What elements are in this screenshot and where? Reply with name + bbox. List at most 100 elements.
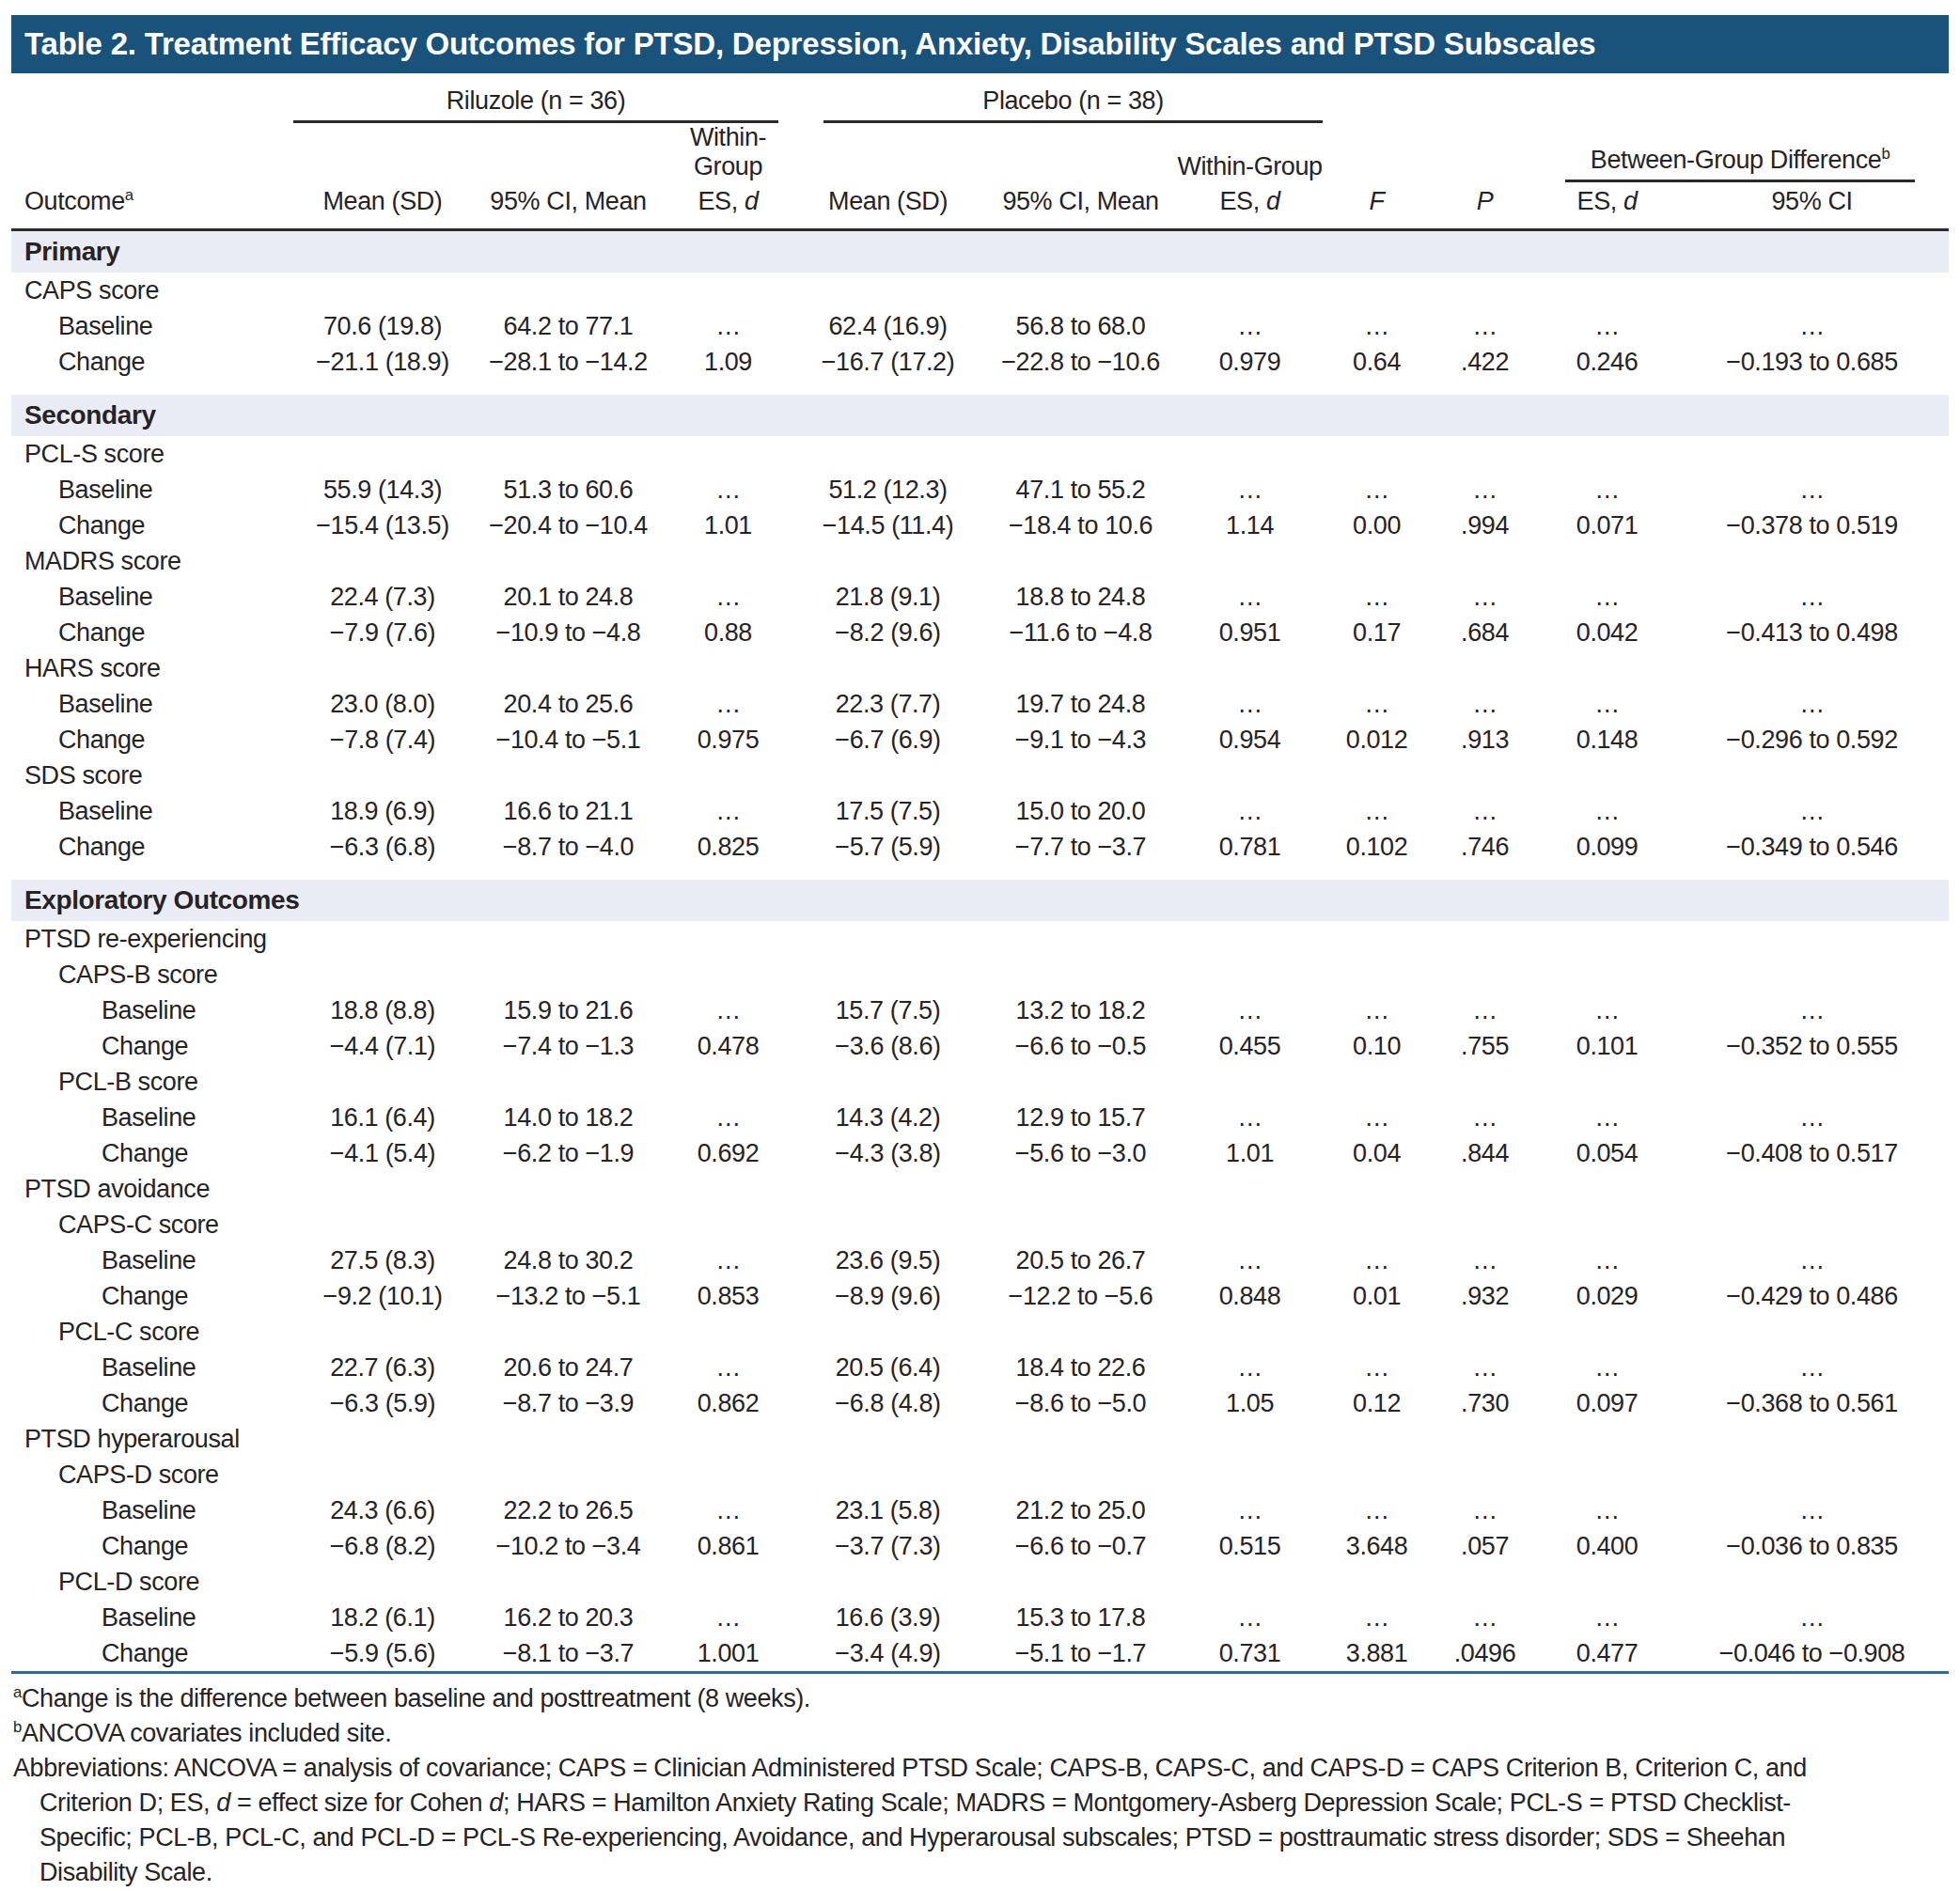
cell-riluzole-95ci: −20.4 to −10.4 — [472, 508, 665, 543]
label-row: SDS score — [11, 758, 1949, 793]
col-header-riluzole-ci-mean: 95% CI, Mean — [472, 182, 665, 230]
cell-riluzole-95ci: −8.7 to −3.9 — [472, 1385, 665, 1421]
cell-placebo-95ci: 15.0 to 20.0 — [984, 793, 1177, 829]
cell-placebo-mean-sd: −3.7 (7.3) — [792, 1528, 984, 1564]
outcome-row-label: Change — [11, 615, 293, 650]
cell-f-value: 0.10 — [1323, 1028, 1431, 1064]
cell-between-95ci: −0.408 to 0.517 — [1675, 1135, 1949, 1171]
data-row: Change−4.1 (5.4)−6.2 to −1.90.692−4.3 (3… — [11, 1135, 1949, 1171]
cell-placebo-mean-sd: −8.9 (9.6) — [792, 1278, 984, 1314]
cell-placebo-95ci: 19.7 to 24.8 — [984, 686, 1177, 722]
cell-placebo-within-es: 0.781 — [1177, 829, 1323, 872]
cell-between-95ci: … — [1675, 793, 1949, 829]
cell-riluzole-within-es: 1.09 — [665, 344, 792, 387]
cell-placebo-within-es: … — [1177, 1100, 1323, 1135]
cell-placebo-95ci: 13.2 to 18.2 — [984, 992, 1177, 1028]
cell-between-es: 0.477 — [1539, 1635, 1675, 1673]
outcome-row-label: Change — [11, 1135, 293, 1171]
cell-riluzole-within-es: … — [665, 793, 792, 829]
cell-p-value: … — [1431, 1242, 1539, 1278]
cell-between-es: … — [1539, 1242, 1675, 1278]
cell-placebo-within-es: … — [1177, 1242, 1323, 1278]
outcome-label: PCL-B score — [11, 1064, 1949, 1100]
group-header-spacer — [1323, 73, 1539, 123]
outcome-label: PCL-C score — [11, 1314, 1949, 1350]
cell-p-value: .755 — [1431, 1028, 1539, 1064]
cell-riluzole-within-es: … — [665, 1242, 792, 1278]
cell-p-value: … — [1431, 472, 1539, 508]
data-row: Change−7.8 (7.4)−10.4 to −5.10.975−6.7 (… — [11, 722, 1949, 758]
cell-riluzole-within-es: 0.862 — [665, 1385, 792, 1421]
cell-f-value: … — [1323, 308, 1431, 344]
data-row: Baseline16.1 (6.4)14.0 to 18.2…14.3 (4.2… — [11, 1100, 1949, 1135]
cell-between-es: … — [1539, 579, 1675, 615]
cell-riluzole-95ci: −10.9 to −4.8 — [472, 615, 665, 650]
data-row: Baseline18.8 (8.8)15.9 to 21.6…15.7 (7.5… — [11, 992, 1949, 1028]
cell-riluzole-mean-sd: 55.9 (14.3) — [293, 472, 472, 508]
cell-placebo-mean-sd: −16.7 (17.2) — [792, 344, 984, 387]
cell-placebo-mean-sd: 23.6 (9.5) — [792, 1242, 984, 1278]
subgroup-spacer — [293, 123, 665, 182]
cell-p-value: .844 — [1431, 1135, 1539, 1171]
cell-placebo-within-es: … — [1177, 686, 1323, 722]
cell-riluzole-mean-sd: −5.9 (5.6) — [293, 1635, 472, 1673]
cell-p-value: … — [1431, 1600, 1539, 1635]
section-row: Exploratory Outcomes — [11, 872, 1949, 921]
outcome-row-label: Baseline — [11, 1242, 293, 1278]
cell-between-95ci: −0.352 to 0.555 — [1675, 1028, 1949, 1064]
cell-placebo-within-es: 0.848 — [1177, 1278, 1323, 1314]
outcome-label: MADRS score — [11, 543, 1949, 579]
label-row: CAPS score — [11, 273, 1949, 308]
cell-placebo-95ci: 15.3 to 17.8 — [984, 1600, 1177, 1635]
cell-f-value: 0.04 — [1323, 1135, 1431, 1171]
col-header-riluzole-mean-sd: Mean (SD) — [293, 182, 472, 230]
cell-placebo-within-es: 0.951 — [1177, 615, 1323, 650]
cell-placebo-95ci: 18.8 to 24.8 — [984, 579, 1177, 615]
cell-placebo-95ci: −18.4 to 10.6 — [984, 508, 1177, 543]
cell-riluzole-within-es: 0.853 — [665, 1278, 792, 1314]
cell-riluzole-95ci: 51.3 to 60.6 — [472, 472, 665, 508]
section-row: Primary — [11, 230, 1949, 273]
cell-placebo-95ci: 47.1 to 55.2 — [984, 472, 1177, 508]
outcome-row-label: Baseline — [11, 686, 293, 722]
cell-riluzole-mean-sd: 22.4 (7.3) — [293, 579, 472, 615]
cell-f-value: … — [1323, 686, 1431, 722]
cell-between-95ci: … — [1675, 1242, 1949, 1278]
column-header-row: Outcomea Mean (SD) 95% CI, Mean ES, d Me… — [11, 182, 1949, 230]
outcome-row-label: Baseline — [11, 308, 293, 344]
cell-riluzole-within-es: 0.88 — [665, 615, 792, 650]
cell-placebo-95ci: 12.9 to 15.7 — [984, 1100, 1177, 1135]
col-header-placebo-mean-sd: Mean (SD) — [792, 182, 984, 230]
cell-f-value: 3.881 — [1323, 1635, 1431, 1673]
col-header-within-group-placebo: Within-Group — [1177, 123, 1323, 182]
cell-between-es: 0.099 — [1539, 829, 1675, 872]
cell-f-value: … — [1323, 1492, 1431, 1528]
cell-riluzole-mean-sd: 27.5 (8.3) — [293, 1242, 472, 1278]
cell-placebo-mean-sd: 51.2 (12.3) — [792, 472, 984, 508]
subgroup-spacer — [11, 123, 293, 182]
label-row: PCL-C score — [11, 1314, 1949, 1350]
outcome-row-label: Baseline — [11, 1492, 293, 1528]
cell-between-es: … — [1539, 308, 1675, 344]
cell-riluzole-95ci: −6.2 to −1.9 — [472, 1135, 665, 1171]
cell-between-95ci: −0.296 to 0.592 — [1675, 722, 1949, 758]
cell-riluzole-95ci: 24.8 to 30.2 — [472, 1242, 665, 1278]
cell-placebo-within-es: 0.455 — [1177, 1028, 1323, 1064]
cell-f-value: 0.00 — [1323, 508, 1431, 543]
cell-riluzole-within-es: … — [665, 1350, 792, 1385]
outcomes-table: Riluzole (n = 36) Placebo (n = 38) Withi… — [11, 73, 1949, 1674]
label-row: PCL-B score — [11, 1064, 1949, 1100]
cell-placebo-mean-sd: −4.3 (3.8) — [792, 1135, 984, 1171]
cell-riluzole-within-es: 0.478 — [665, 1028, 792, 1064]
outcome-label: CAPS-B score — [11, 957, 1949, 992]
cell-riluzole-mean-sd: 24.3 (6.6) — [293, 1492, 472, 1528]
data-row: Baseline24.3 (6.6)22.2 to 26.5…23.1 (5.8… — [11, 1492, 1949, 1528]
data-row: Baseline18.2 (6.1)16.2 to 20.3…16.6 (3.9… — [11, 1600, 1949, 1635]
cell-p-value: .0496 — [1431, 1635, 1539, 1673]
cell-f-value: … — [1323, 579, 1431, 615]
cell-placebo-within-es: 0.954 — [1177, 722, 1323, 758]
cell-riluzole-mean-sd: 70.6 (19.8) — [293, 308, 472, 344]
cell-f-value: 3.648 — [1323, 1528, 1431, 1564]
outcome-row-label: Baseline — [11, 992, 293, 1028]
outcome-row-label: Change — [11, 829, 293, 872]
